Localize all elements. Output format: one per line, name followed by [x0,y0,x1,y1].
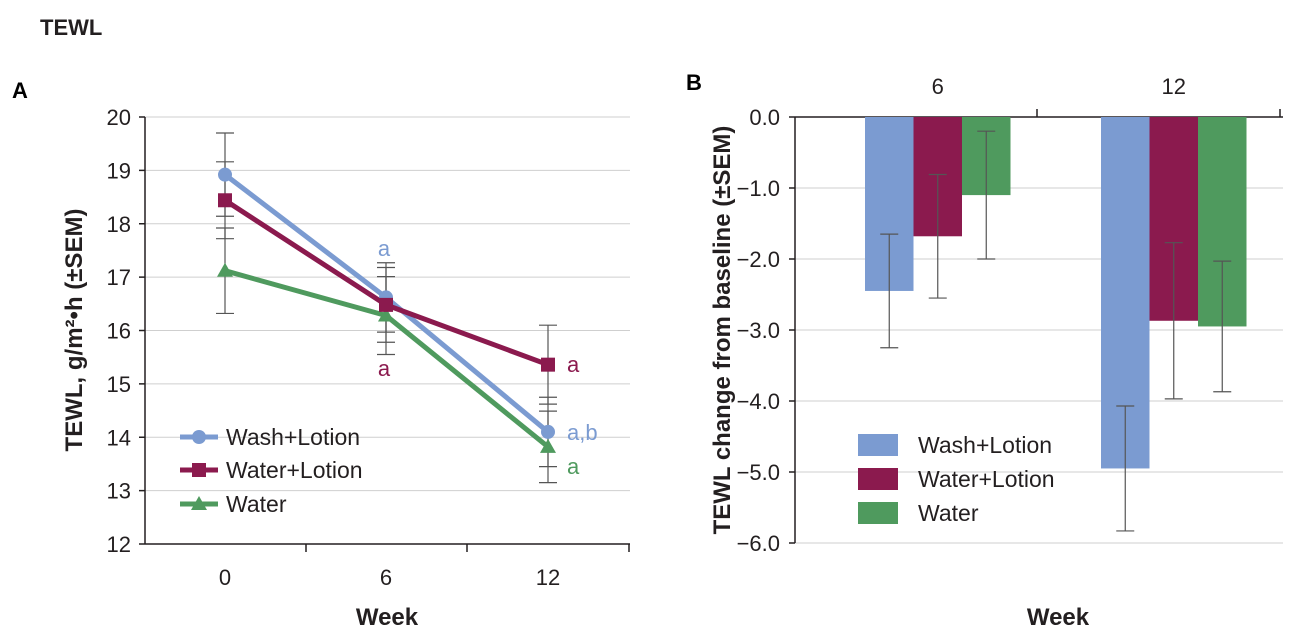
x-axis-title: Week [1027,604,1090,631]
data-point [218,193,232,208]
y-tick-label: −4.0 [737,389,780,414]
y-tick-label: 14 [107,425,131,450]
y-tick-label: 0.0 [749,105,780,130]
y-tick-label: 16 [107,319,131,344]
y-axis-title: TEWL, g/m²•h (±SEM) [61,209,88,452]
legend-marker [191,496,207,510]
y-tick-label: −3.0 [737,318,780,343]
figure-title: TEWL [40,15,103,40]
legend-label: Water+Lotion [226,457,363,483]
data-point [541,357,555,372]
x-tick-label: 12 [1162,74,1186,99]
significance-label: a,b [567,420,598,445]
legend-label: Water [226,491,287,517]
x-tick-label: 6 [380,565,392,590]
x-tick-label: 12 [536,565,560,590]
significance-label: a [567,352,580,377]
y-tick-label: 19 [107,158,131,183]
y-tick-label: 18 [107,212,131,237]
y-tick-label: −2.0 [737,247,780,272]
panel-b-label: B [686,70,702,95]
panel-b-bar-chart: B 0.0 −1.0 −2.0 −3.0 −4.0 −5.0 −6.0 6 12 Week TEWL … [686,70,1283,631]
y-tick-label: 20 [107,105,131,130]
y-tick-label: −6.0 [737,531,780,556]
panel-a-line-chart: A 12 13 14 15 16 17 18 19 20 0 6 12 Week TEWL, g/m²•h … [12,78,630,631]
legend-marker [192,463,206,477]
data-point [217,262,233,277]
legend-swatch [858,502,898,524]
y-tick-label: 17 [107,265,131,290]
x-tick-label: 6 [932,74,944,99]
significance-label: a [378,236,391,261]
y-tick-label: −5.0 [737,460,780,485]
panel-a-label: A [12,78,28,103]
y-tick-label: −1.0 [737,176,780,201]
legend-label: Wash+Lotion [918,432,1052,458]
data-point [378,307,394,322]
data-point [541,424,555,439]
legend-swatch [858,468,898,490]
legend-marker [192,430,206,444]
x-axis-title: Week [356,604,419,631]
x-tick-label: 0 [219,565,231,590]
y-tick-label: 15 [107,372,131,397]
significance-label: a [378,356,391,381]
y-tick-label: 13 [107,479,131,504]
significance-label: a [567,454,580,479]
y-axis-title: TEWL change from baseline (±SEM) [709,126,736,535]
legend-label: Water [918,500,979,526]
legend-label: Wash+Lotion [226,424,360,450]
data-point [218,167,232,182]
data-point [540,438,556,453]
legend-label: Water+Lotion [918,466,1055,492]
y-tick-label: 12 [107,532,131,557]
legend-swatch [858,434,898,456]
data-point [379,297,393,312]
